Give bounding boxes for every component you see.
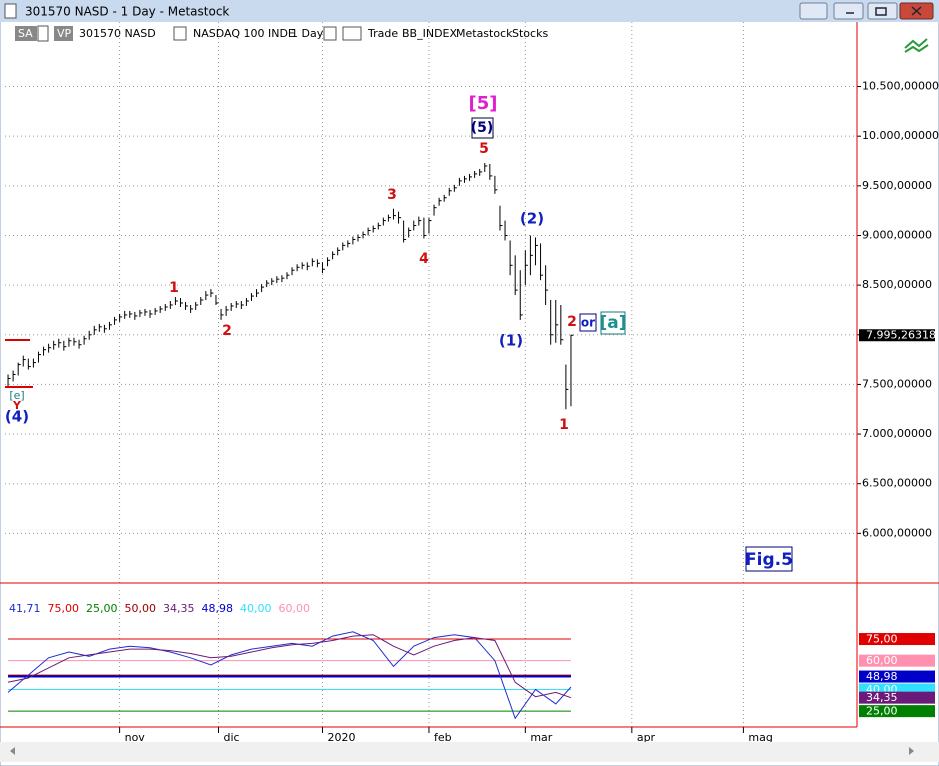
- toolbar-item: 301570 NASD: [79, 27, 156, 40]
- toolbar-item: NASDAQ 100 INDE: [193, 27, 295, 40]
- wave-label: 2: [567, 314, 577, 330]
- dropdown[interactable]: [173, 26, 187, 41]
- legend-entry: 75,00: [48, 602, 80, 615]
- oscillator-line: [7, 631, 572, 720]
- wave-label: or: [581, 316, 595, 330]
- legend-entry: 60,00: [279, 602, 311, 615]
- value-tag-label: 7.995,26318: [866, 329, 936, 342]
- label-box: [600, 311, 626, 335]
- sa-button[interactable]: [15, 26, 37, 41]
- window-title: 301570 NASD - 1 Day - Metastock: [25, 5, 229, 19]
- plot: 6.000,00000 6.500,00000 7.000,00000 7.500,0…: [7, 80, 939, 744]
- restore-button[interactable]: [799, 2, 828, 20]
- legend-entry: 40,00: [240, 602, 272, 615]
- wave-labels: [5] (5) 5 3 4 1 2 (2) (1) 2 or [a] 1 [e]…: [5, 93, 793, 572]
- toolbar-item: Stocks: [512, 27, 548, 40]
- x-tick-label: mag: [748, 731, 772, 744]
- dropdown[interactable]: [342, 26, 362, 41]
- value-tag-label: 75,00: [866, 633, 898, 646]
- wave-label: 3: [387, 187, 397, 203]
- y-tick-label: 8.500,00000: [862, 278, 932, 291]
- wave-label: [a]: [599, 313, 626, 333]
- toolbar-item: VP: [57, 27, 72, 40]
- toolbar-item: Trade: [367, 27, 398, 40]
- label-box: [471, 117, 494, 139]
- value-tag: [859, 329, 935, 342]
- wave-label: (4): [5, 408, 29, 426]
- value-tag: [859, 670, 935, 683]
- chart-icon: [904, 38, 929, 53]
- minimize-button[interactable]: [833, 2, 864, 20]
- y-tick-label: 10.500,00000: [862, 80, 939, 93]
- wave-label: Y: [12, 399, 22, 412]
- horizontal-scrollbar: [0, 742, 939, 762]
- x-tick-label: mar: [530, 731, 552, 744]
- vp-button[interactable]: [54, 26, 73, 41]
- dropdown[interactable]: [37, 25, 49, 42]
- wave-label: (1): [499, 332, 523, 350]
- label-box: [579, 313, 597, 332]
- button-glyphs: [846, 6, 922, 16]
- title-bar: [0, 0, 939, 22]
- value-tag: [859, 705, 935, 718]
- y-tick-label: 10.000,00000: [862, 129, 939, 142]
- window-icon: [4, 3, 17, 19]
- toolbar: SA VP 301570 NASD NASDAQ 100 INDE 1 Day …: [15, 25, 548, 42]
- scrollbar-track[interactable]: [0, 742, 939, 762]
- value-tag: [859, 654, 935, 667]
- value-tag: [859, 691, 935, 704]
- x-tick-label: nov: [125, 731, 146, 744]
- x-tick-label: apr: [637, 731, 656, 744]
- figure-label: Fig.5: [745, 550, 793, 570]
- value-tag-label: 34,35: [866, 691, 898, 704]
- y-tick-label: 7.000,00000: [862, 427, 932, 440]
- wave-label: 2: [222, 323, 232, 339]
- toolbar-item: Metastock: [456, 27, 513, 40]
- wave-label: (5): [471, 120, 494, 136]
- wave-label: 1: [169, 280, 179, 296]
- dropdown[interactable]: [323, 26, 337, 41]
- legend-entry: 34,35: [163, 602, 195, 615]
- wave-label: (2): [520, 210, 544, 228]
- toolbar-item: SA: [18, 27, 33, 40]
- grid: [5, 22, 861, 733]
- y-tick-label: 6.000,00000: [862, 526, 932, 539]
- legend-entry: 50,00: [125, 602, 157, 615]
- wave-label: 4: [419, 251, 429, 267]
- value-tag-label: 48,98: [866, 670, 898, 683]
- y-tick-label: 7.500,00000: [862, 377, 932, 390]
- toolbar-item: BB_INDEX: [402, 27, 457, 40]
- wave-label: [5]: [469, 93, 498, 114]
- x-tick-label: 2020: [327, 731, 355, 744]
- wave-label: 1: [559, 417, 569, 433]
- y-tick-label: 9.500,00000: [862, 179, 932, 192]
- legend-entry: 41,71: [9, 602, 41, 615]
- x-tick-label: feb: [434, 731, 452, 744]
- y-tick-label: 6.500,00000: [862, 477, 932, 490]
- oscillator-line: [7, 634, 572, 699]
- wave-label: [e]: [9, 389, 24, 402]
- value-tag-label: 60,00: [866, 654, 898, 667]
- value-tag-label: 25,00: [866, 705, 898, 718]
- wave-label: 5: [479, 141, 489, 157]
- toolbar-item: 1 Day: [291, 27, 324, 40]
- value-tag: [859, 633, 935, 646]
- legend-entry: 25,00: [86, 602, 118, 615]
- label-box: [745, 546, 793, 572]
- maximize-button[interactable]: [867, 2, 898, 20]
- y-tick-label: 9.000,00000: [862, 228, 932, 241]
- legend-entry: 48,98: [202, 602, 234, 615]
- window-buttons: [799, 2, 934, 20]
- x-tick-label: dic: [224, 731, 240, 744]
